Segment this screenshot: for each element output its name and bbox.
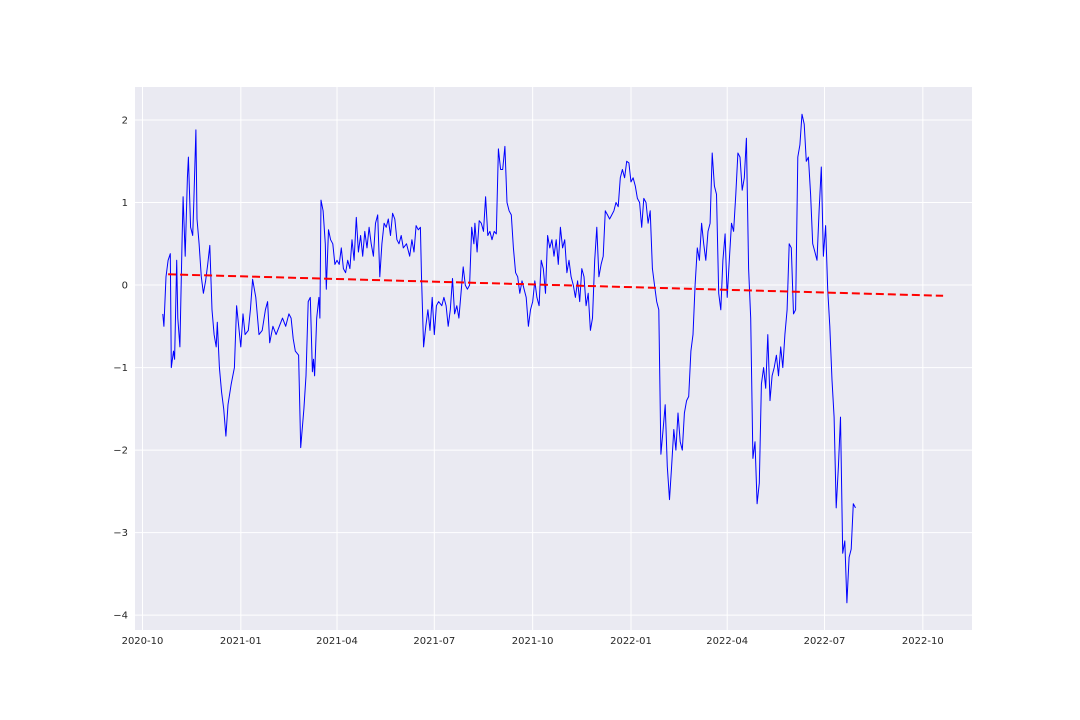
y-tick-label: 1: [122, 198, 128, 209]
series-layer: [162, 113, 944, 604]
x-tick-label: 2021-04: [316, 636, 358, 647]
x-tick-label: 2022-07: [804, 636, 846, 647]
y-tick-label: −1: [113, 363, 128, 374]
x-tick-label: 2021-07: [413, 636, 455, 647]
y-axis: 2 1 0 −1 −2 −3 −4: [113, 116, 128, 622]
x-tick-label: 2021-01: [220, 636, 262, 647]
y-tick-label: −4: [113, 611, 128, 622]
y-tick-label: 2: [122, 116, 128, 127]
trend-line: [168, 273, 944, 297]
x-axis: 2020-10 2021-01 2021-04 2021-07 2021-10 2022-…: [122, 636, 944, 647]
x-tick-label: 2021-10: [512, 636, 554, 647]
y-tick-label: 0: [122, 281, 128, 292]
y-tick-label: −3: [113, 528, 128, 539]
x-tick-label: 2022-01: [610, 636, 652, 647]
y-tick-label: −2: [113, 446, 128, 457]
x-tick-label: 2020-10: [122, 636, 164, 647]
series-line: [162, 113, 856, 604]
x-tick-label: 2022-04: [706, 636, 748, 647]
x-tick-label: 2022-10: [902, 636, 944, 647]
plot-background: [135, 87, 972, 630]
